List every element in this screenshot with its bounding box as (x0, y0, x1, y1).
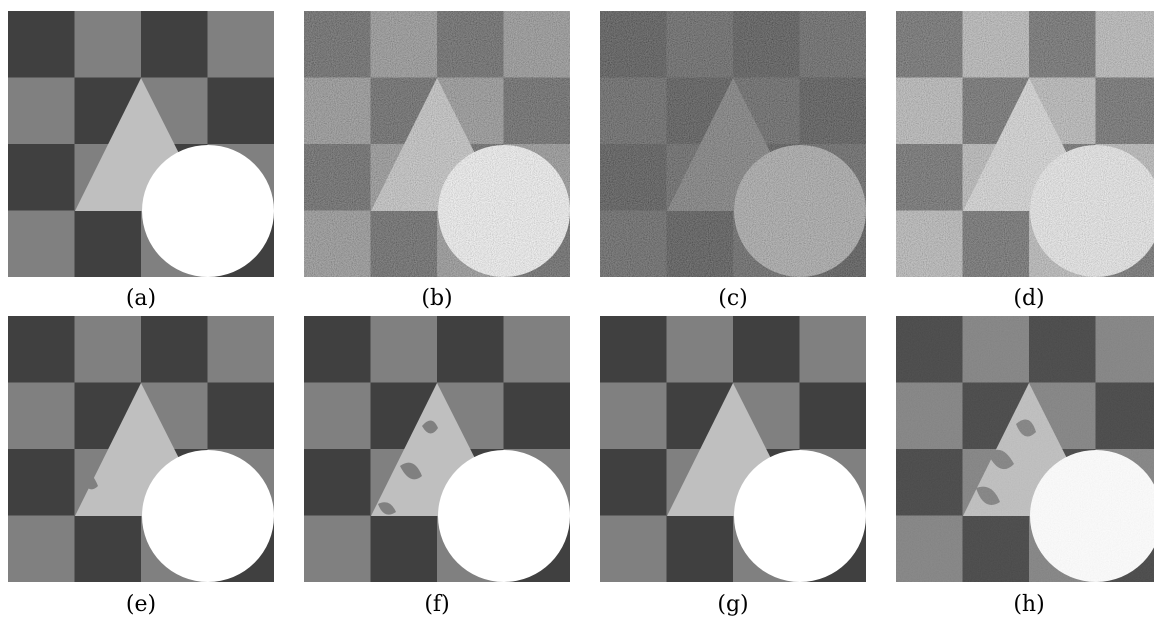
caption-g: (g) (717, 592, 749, 617)
checker-square (304, 449, 371, 516)
image-d (896, 11, 1154, 277)
checker-square (304, 382, 371, 450)
checker-square (503, 382, 570, 450)
panel-f (304, 316, 570, 582)
checker-square (207, 77, 274, 145)
checker-square (74, 210, 142, 277)
checker-square (666, 316, 734, 383)
checker-square (600, 515, 667, 582)
checker-square (207, 382, 274, 450)
checker-square (666, 515, 734, 582)
checker-square (600, 449, 667, 516)
image-g (600, 316, 866, 582)
panel-g (600, 316, 866, 582)
checker-square (370, 316, 438, 383)
checker-square (8, 316, 75, 383)
checker-square (304, 515, 371, 582)
noise-overlay (896, 11, 1154, 277)
panel-a (8, 11, 274, 277)
panel-c (600, 11, 866, 277)
circle (142, 450, 274, 582)
error-blob (80, 472, 98, 490)
caption-e: (e) (125, 592, 157, 617)
image-b (304, 11, 570, 277)
caption-c: (c) (718, 286, 748, 311)
error-blob (422, 420, 438, 434)
image-a (8, 11, 274, 277)
checker-square (74, 515, 142, 582)
checker-square (304, 316, 371, 383)
panel-h (896, 316, 1154, 582)
error-blob (400, 462, 422, 480)
circle (142, 145, 274, 277)
noise-overlay (600, 11, 866, 277)
checker-square (207, 316, 274, 383)
panel-e (8, 316, 274, 582)
checker-square (600, 316, 667, 383)
image-e (8, 316, 274, 582)
checker-square (74, 316, 142, 383)
checker-square (8, 77, 75, 145)
checker-square (8, 11, 75, 78)
checker-square (503, 316, 570, 383)
circle (734, 450, 866, 582)
image-h (896, 316, 1154, 582)
panel-b (304, 11, 570, 277)
checker-square (207, 11, 274, 78)
caption-h: (h) (1013, 592, 1045, 617)
noise-overlay (304, 11, 570, 277)
caption-b: (b) (421, 286, 453, 311)
image-f (304, 316, 570, 582)
checker-square (799, 316, 866, 383)
checker-square (141, 316, 208, 383)
caption-d: (d) (1013, 286, 1045, 311)
checker-square (8, 144, 75, 211)
checker-square (8, 210, 75, 277)
circle (438, 450, 570, 582)
caption-a: (a) (125, 286, 157, 311)
panel-d (896, 11, 1154, 277)
checker-square (370, 515, 438, 582)
checker-square (600, 382, 667, 450)
error-blob (378, 502, 396, 515)
checker-square (141, 11, 208, 78)
checker-square (437, 316, 504, 383)
noise-overlay (896, 316, 1154, 582)
checker-square (74, 11, 142, 78)
checker-square (8, 449, 75, 516)
checker-square (8, 382, 75, 450)
caption-f: (f) (424, 592, 450, 617)
checker-square (8, 515, 75, 582)
image-c (600, 11, 866, 277)
checker-square (733, 316, 800, 383)
checker-square (799, 382, 866, 450)
